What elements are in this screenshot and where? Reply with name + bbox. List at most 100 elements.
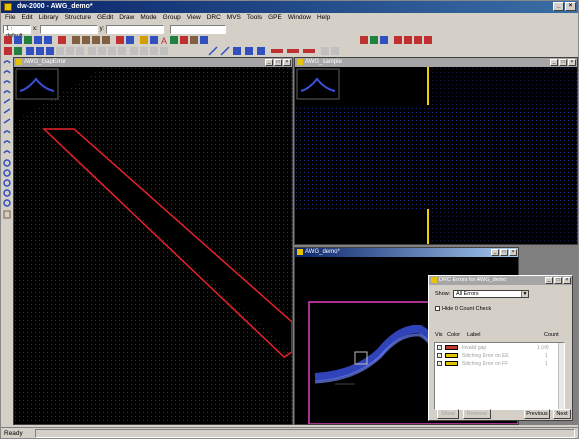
list-item[interactable]: ✓ Stitching Error on FF 1 [437, 361, 559, 368]
y-field[interactable] [106, 24, 165, 34]
window-maximize-button[interactable]: □ [500, 249, 508, 256]
menu-mode[interactable]: Mode [140, 14, 157, 21]
y-label: y: [99, 25, 105, 32]
menu-view[interactable]: View [186, 14, 201, 21]
previous-button[interactable]: Previous [524, 409, 550, 419]
save-icon [24, 35, 32, 44]
copy-icon [82, 35, 90, 44]
window-close-button[interactable]: × [509, 249, 517, 256]
layout-canvas-sample[interactable] [295, 67, 577, 244]
ellipse-tool-icon [3, 179, 11, 187]
disk-tool-icon [3, 169, 11, 177]
show-label: Show: [435, 291, 451, 297]
error-marker [354, 351, 368, 365]
spline-tool-icon [3, 150, 11, 154]
visibility-checkbox[interactable]: ✓ [437, 353, 443, 360]
window-close-button[interactable]: × [568, 59, 576, 66]
list-item[interactable]: ✓ Invalid gap 1 (of) [437, 345, 559, 352]
sbend2-tool-icon [3, 140, 11, 144]
sample-layout [295, 67, 577, 244]
app-icon [4, 3, 12, 11]
boolean-icon [394, 35, 402, 44]
layer-combo[interactable]: 1 : default [3, 24, 31, 39]
offset-icon [88, 46, 96, 55]
menu-structure[interactable]: Structure [64, 14, 91, 21]
hide-zero-checkbox[interactable] [435, 306, 440, 312]
menu-gedit[interactable]: GEdit [96, 14, 114, 21]
redo-icon [126, 35, 134, 44]
main-toolbar: A [3, 34, 578, 46]
dialog-maximize-button[interactable]: □ [554, 277, 562, 284]
window-minimize-button[interactable]: _ [550, 59, 558, 66]
drc-error-list[interactable]: ✓ Invalid gap 1 (of) ✓ Stitching Error on … [434, 342, 565, 410]
window-gap-error-title: AWG_GapError [24, 59, 67, 65]
mdi-workspace: AWG_GapError _ □ × [13, 57, 578, 425]
window-maximize-button[interactable]: □ [274, 59, 282, 66]
new-icon [4, 35, 12, 44]
polygon-icon [140, 46, 148, 55]
menu-mvs[interactable]: MVS [226, 14, 241, 21]
diagonal-icon [220, 45, 230, 56]
menu-gpe[interactable]: GPE [268, 14, 282, 21]
menu-edit[interactable]: Edit [21, 14, 33, 21]
drc-errors-dialog[interactable]: DRC Errors for AWG_demo _ □ × Show: All … [428, 275, 573, 421]
column-label: Label [467, 332, 481, 338]
arc2-tool-icon [3, 70, 11, 74]
x-field[interactable] [39, 24, 98, 34]
visibility-checkbox[interactable]: ✓ [437, 361, 443, 368]
close-button[interactable]: × [565, 2, 576, 11]
left-tool-palette[interactable] [2, 59, 13, 229]
next-button[interactable]: Next [553, 409, 571, 419]
window-minimize-button[interactable]: _ [491, 249, 499, 256]
menu-drc[interactable]: DRC [206, 14, 221, 21]
menu-draw[interactable]: Draw [119, 14, 135, 21]
menu-group[interactable]: Group [162, 14, 181, 21]
text-icon: A [161, 36, 167, 46]
list-scrollbar[interactable] [558, 343, 564, 409]
main-toolbar-icons[interactable]: A [3, 35, 473, 46]
list-item[interactable]: ✓ Stitching Error on EE 1 [437, 353, 559, 360]
arc-icon [150, 35, 158, 44]
window-sample-titlebar[interactable]: AWG_sample _ □ × [295, 58, 577, 67]
line-icon [208, 45, 218, 56]
menu-library[interactable]: Library [38, 14, 59, 21]
arc-ring-tool-icon [3, 189, 11, 197]
window-maximize-button[interactable]: □ [559, 59, 567, 66]
overview-thumbnail [15, 68, 59, 100]
remove-button[interactable]: Remove [463, 409, 491, 419]
chevron-down-icon: ▼ [521, 291, 528, 297]
draw-toolbar-icons[interactable] [3, 45, 383, 57]
layout-canvas-gap-error[interactable] [14, 67, 292, 424]
window-gap-error[interactable]: AWG_GapError _ □ × [13, 57, 293, 425]
error-color-swatch [445, 361, 458, 367]
window-minimize-button[interactable]: _ [265, 59, 273, 66]
error-label: Stitching Error on FF [462, 361, 509, 367]
window-icon [431, 277, 437, 283]
window-gap-error-titlebar[interactable]: AWG_GapError _ □ × [14, 58, 292, 67]
round-icon [108, 46, 116, 55]
path-icon [160, 46, 168, 55]
window-sample[interactable]: AWG_sample _ □ × [294, 57, 578, 245]
menu-file[interactable]: File [5, 14, 16, 21]
bend-tool-icon [3, 80, 11, 84]
window-close-button[interactable]: × [283, 59, 291, 66]
splitter-icon [303, 48, 315, 53]
visibility-checkbox[interactable]: ✓ [437, 345, 443, 352]
window-demo-titlebar[interactable]: AWG_demo* _ □ × [295, 248, 518, 257]
dialog-minimize-button[interactable]: _ [545, 277, 553, 284]
menu-window[interactable]: Window [287, 14, 311, 21]
menu-tools[interactable]: Tools [246, 14, 263, 21]
coupler-icon [287, 48, 299, 53]
drc-dialog-titlebar[interactable]: DRC Errors for AWG_demo _ □ × [429, 276, 572, 285]
hide-zero-row[interactable]: Hide 0 Count Check [435, 306, 491, 312]
error-count: 1 [545, 353, 548, 359]
minimize-button[interactable]: _ [553, 2, 564, 11]
extra-field[interactable] [170, 24, 227, 34]
menu-help[interactable]: Help [316, 14, 331, 21]
show-filter-select[interactable]: All Errors ▼ [453, 290, 529, 298]
taper-icon [257, 46, 265, 55]
status-text: Ready [4, 430, 23, 437]
slant-tool-icon [3, 98, 11, 104]
dialog-close-button[interactable]: × [563, 277, 571, 284]
show-button[interactable]: Show [437, 409, 459, 419]
